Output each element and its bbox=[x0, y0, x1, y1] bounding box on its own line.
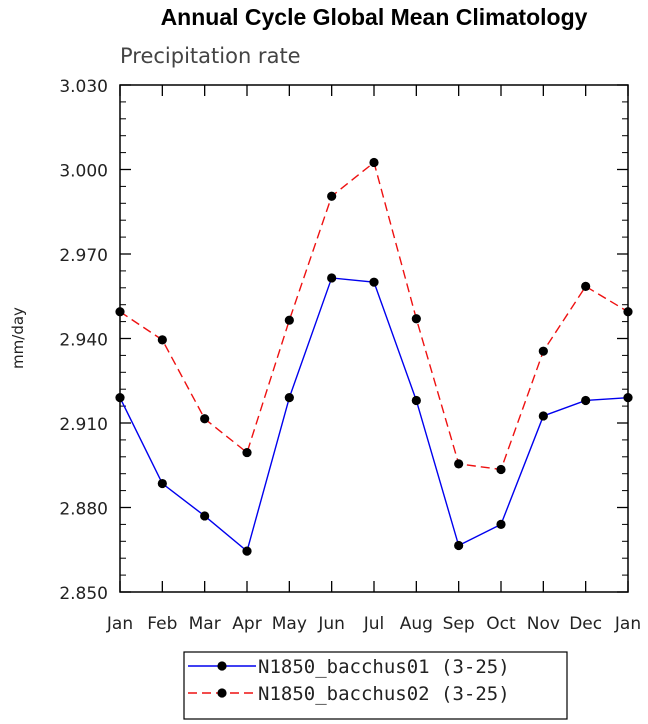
y-tick-label: 3.030 bbox=[59, 77, 108, 97]
series-2-point bbox=[623, 307, 633, 317]
x-tick-label: Dec bbox=[569, 614, 602, 634]
x-tick-label: Aug bbox=[400, 614, 433, 634]
y-tick-label: 2.910 bbox=[59, 415, 108, 435]
legend-marker-1 bbox=[217, 661, 227, 671]
x-tick-label: Feb bbox=[147, 614, 177, 634]
legend-label-1: N1850_bacchus01 (3-25) bbox=[258, 656, 510, 678]
series-1-point bbox=[157, 478, 167, 489]
y-tick-label: 2.940 bbox=[59, 331, 108, 351]
series-line-1 bbox=[119, 277, 629, 553]
x-tick-label: Nov bbox=[527, 614, 560, 634]
series-2-point bbox=[454, 459, 464, 469]
legend-label-2: N1850_bacchus02 (3-25) bbox=[258, 683, 510, 705]
series-2-point bbox=[284, 315, 294, 325]
series-2-point bbox=[115, 307, 125, 317]
series-2-point bbox=[369, 157, 379, 168]
series-2-point bbox=[411, 314, 421, 324]
x-tick-label: Jun bbox=[317, 614, 345, 634]
x-tick-label: Sep bbox=[443, 614, 475, 634]
legend: N1850_bacchus01 (3-25) N1850_bacchus02 (3… bbox=[183, 651, 568, 720]
y-tick-label: 3.000 bbox=[59, 162, 108, 182]
x-tick-label: Jan bbox=[106, 614, 133, 634]
series-2-point bbox=[581, 281, 591, 291]
y-tick-label: 2.970 bbox=[59, 246, 108, 266]
x-tick-label: Jul bbox=[363, 614, 385, 634]
series-1-point bbox=[115, 393, 125, 403]
y-tick-label: 2.880 bbox=[59, 500, 108, 520]
chart-subtitle: Precipitation rate bbox=[120, 44, 301, 68]
x-tick-label: Mar bbox=[189, 614, 221, 634]
x-tick-label: Apr bbox=[232, 614, 261, 634]
series-layer bbox=[115, 157, 633, 556]
series-1-point bbox=[538, 411, 548, 421]
series-2-point bbox=[242, 447, 252, 458]
y-axis-label: mm/day bbox=[9, 307, 27, 369]
series-line-2 bbox=[119, 161, 629, 471]
series-1-point bbox=[623, 393, 633, 403]
x-tick-label: May bbox=[272, 614, 307, 634]
series-2-point bbox=[157, 335, 167, 345]
legend-marker-2 bbox=[217, 688, 227, 698]
series-1-point bbox=[200, 511, 210, 521]
axes: Jan Feb Mar Apr May Jun Jul Aug Sep Oct Nov Dec Jan 2… bbox=[59, 77, 641, 634]
x-tick-label: Oct bbox=[486, 614, 516, 634]
series-2-point bbox=[538, 346, 548, 356]
series-1-point bbox=[369, 277, 379, 287]
series-1-point bbox=[284, 393, 294, 403]
series-1-point bbox=[327, 273, 337, 283]
chart-title: Annual Cycle Global Mean Climatology bbox=[161, 4, 588, 30]
series-2-point bbox=[327, 191, 337, 201]
series-1-point bbox=[454, 540, 464, 551]
legend-box bbox=[183, 651, 568, 720]
series-1-point bbox=[581, 395, 591, 406]
series-1-point bbox=[411, 395, 421, 406]
series-1-point bbox=[242, 546, 252, 556]
x-tick-label: Jan bbox=[614, 614, 641, 634]
series-2-point bbox=[496, 464, 506, 475]
series-2-point bbox=[200, 414, 210, 424]
series-1-point bbox=[496, 519, 506, 530]
y-tick-label: 2.850 bbox=[59, 584, 108, 604]
